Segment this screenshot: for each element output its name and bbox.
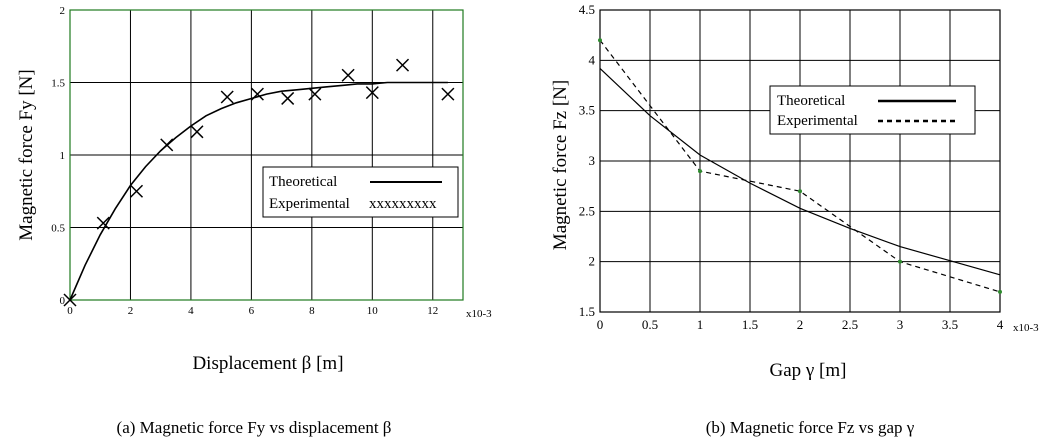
panel-a-series (63, 58, 455, 307)
panel-a: 0 0.5 1 1.5 2 0 2 4 6 8 10 12 x10-3 Theoretical Ex… (16, 5, 492, 437)
panel-b-y-tick-labels: 1.5 2 2.5 3 3.5 4 4.5 (579, 2, 596, 319)
panel-a-y-axis-label: Magnetic force Fy [N] (16, 69, 37, 240)
panel-a-x-tick-label: 12 (427, 305, 438, 317)
panel-b-x-multiplier: x10-3 (1013, 322, 1039, 334)
panel-a-legend-box (262, 166, 459, 218)
panel-b-legend: Theoretical Experimental (769, 85, 976, 135)
panel-b-series-experimental-point (798, 189, 802, 194)
panel-a-series-experimental-marker (441, 87, 455, 101)
panel-b-x-tick-label: 2 (797, 317, 804, 332)
panel-b-legend-theoretical-label: Theoretical (777, 93, 845, 109)
panel-b-x-tick-label: 1 (697, 317, 704, 332)
panel-b-y-tick-label: 2 (589, 254, 596, 269)
panel-b-x-tick-label: 4 (997, 317, 1004, 332)
panel-b-caption: (b) Magnetic force Fz vs gap γ (706, 418, 915, 437)
panel-a-x-multiplier: x10-3 (466, 308, 492, 320)
panel-a-x-tick-label: 2 (128, 305, 134, 317)
panel-a-series-experimental-marker (365, 86, 379, 100)
panel-a-x-tick-labels: 0 2 4 6 8 10 12 (67, 305, 438, 317)
panel-a-grid (69, 9, 463, 301)
panel-b-x-tick-label: 3 (897, 317, 904, 332)
panel-b-grid (599, 9, 1001, 313)
panel-a-x-tick-label: 6 (249, 305, 255, 317)
panel-a-y-tick-label: 1.5 (51, 78, 65, 90)
panel-b-y-tick-label: 1.5 (579, 304, 595, 319)
panel-a-legend-experimental-marker: xxxxxxxxx (369, 196, 437, 212)
panel-a-series-experimental-marker (190, 125, 204, 139)
panel-a-y-tick-label: 0.5 (51, 223, 65, 235)
panel-a-series-experimental-marker (160, 138, 174, 152)
panel-b: 1.522.533.544.5 0 0.5 1 1.5 2 2.5 3 3.5 4 x10-3 … (550, 2, 1039, 437)
panel-a-legend-experimental-label: Experimental (269, 196, 350, 212)
panel-b-y-tick-label: 3.5 (579, 103, 595, 118)
panel-a-y-tick-label: 1 (60, 150, 66, 162)
panel-b-x-tick-label: 3.5 (942, 317, 958, 332)
panel-b-y-tick-label: 4 (589, 52, 596, 67)
panel-b-y-axis-label: Magnetic force Fz [N] (550, 80, 571, 250)
panel-a-series-experimental-marker (281, 91, 295, 105)
panel-a-series-experimental-marker (396, 58, 410, 72)
panel-a-x-tick-label: 8 (309, 305, 315, 317)
panel-a-legend-theoretical-label: Theoretical (269, 174, 337, 190)
panel-a-y-tick-labels: 0 0.5 1 1.5 2 (51, 5, 65, 307)
panel-a-series-experimental-marker (220, 90, 234, 104)
panel-b-plot-frame (599, 9, 1001, 313)
panel-b-y-tick-label: 3 (589, 153, 596, 168)
panel-b-x-tick-labels: 0 0.5 1 1.5 2 2.5 3 3.5 4 (597, 317, 1004, 332)
panel-b-series-theoretical-line (599, 67, 1001, 276)
panel-b-x-tick-label: 2.5 (842, 317, 858, 332)
panel-a-plot-frame (69, 9, 464, 301)
panel-b-series-experimental-point (898, 259, 902, 264)
panel-a-y-tick-label: 2 (60, 5, 66, 17)
panel-a-legend: Theoretical Experimental xxxxxxxxx (262, 166, 459, 218)
panel-b-x-axis-label: Gap γ [m] (770, 360, 847, 381)
panel-b-series-experimental-point (698, 169, 702, 174)
panel-a-series-experimental-marker (250, 87, 264, 101)
panel-a-x-tick-label: 10 (367, 305, 379, 317)
panel-a-x-axis-label: Displacement β [m] (192, 353, 343, 374)
panel-b-y-tick-label: 2.5 (579, 203, 595, 218)
panel-a-series-experimental-marker (96, 216, 110, 230)
panel-b-x-tick-label: 0 (597, 317, 604, 332)
panel-a-y-tick-label: 0 (60, 295, 66, 307)
panel-b-series-experimental-line (599, 39, 1001, 293)
panel-b-legend-box (769, 85, 976, 135)
panel-a-series-experimental-marker (341, 68, 355, 82)
panel-a-series-experimental-marker (308, 87, 322, 101)
panel-a-series-experimental-marker (129, 184, 144, 198)
panel-a-x-tick-label: 4 (188, 305, 194, 317)
panel-b-series-experimental-point (998, 289, 1002, 294)
panel-b-x-tick-label: 0.5 (642, 317, 658, 332)
panel-b-x-tick-label: 1.5 (742, 317, 758, 332)
panel-a-caption: (a) Magnetic force Fy vs displacement β (117, 418, 392, 437)
panel-b-legend-experimental-label: Experimental (777, 113, 858, 129)
panel-b-series-experimental-point (598, 38, 602, 43)
panel-a-series-experimental-marker (63, 293, 77, 307)
panel-b-series (598, 38, 1002, 294)
panel-a-x-tick-label: 0 (67, 305, 73, 317)
panel-b-y-tick-label: 4.5 (579, 2, 595, 17)
